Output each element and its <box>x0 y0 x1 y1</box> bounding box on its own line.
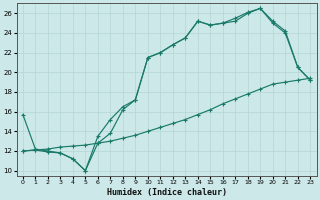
X-axis label: Humidex (Indice chaleur): Humidex (Indice chaleur) <box>107 188 227 197</box>
